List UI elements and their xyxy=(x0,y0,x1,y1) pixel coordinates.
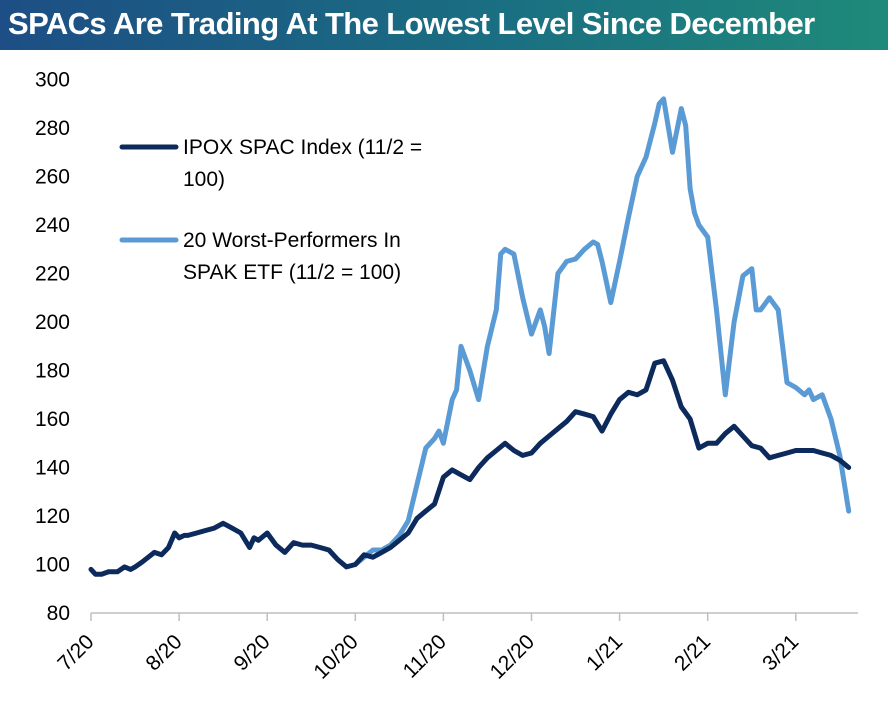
legend-label: SPAK ETF (11/2 = 100) xyxy=(183,261,401,284)
x-tick-label: 3/21 xyxy=(758,630,803,675)
chart-title: SPACs Are Trading At The Lowest Level Si… xyxy=(8,6,815,41)
chart-axes: 80 100 120 140 160 180 200 220 240 260 280 300 7/20 8… xyxy=(35,69,858,684)
y-tick-label: 80 xyxy=(47,602,70,625)
legend-label: 20 Worst-Performers In xyxy=(183,229,401,252)
x-tick-label: 11/20 xyxy=(399,630,451,682)
legend-label: 100) xyxy=(183,168,225,191)
y-tick-label: 300 xyxy=(35,69,70,92)
y-tick-label: 180 xyxy=(35,360,70,383)
y-tick-label: 220 xyxy=(35,263,70,286)
y-tick-label: 200 xyxy=(35,311,70,334)
x-tick-label: 10/20 xyxy=(309,630,362,683)
y-tick-label: 160 xyxy=(35,408,70,431)
legend-worst-performers: 20 Worst-Performers In SPAK ETF (11/2 = 1… xyxy=(119,229,401,284)
title-bar: SPACs Are Trading At The Lowest Level Si… xyxy=(0,0,888,50)
y-tick-label: 140 xyxy=(35,457,70,480)
y-tick-label: 100 xyxy=(35,554,70,577)
x-tick-label: 7/20 xyxy=(53,630,98,675)
ipox-spac-index-line xyxy=(88,358,852,577)
x-tick-label: 12/20 xyxy=(486,630,539,683)
x-tick-label: 2/21 xyxy=(670,630,715,675)
chart-series xyxy=(88,96,852,577)
y-tick-label: 120 xyxy=(35,505,70,528)
x-tick-label: 9/20 xyxy=(230,630,275,675)
y-tick-label: 240 xyxy=(35,214,70,237)
legend-label: IPOX SPAC Index (11/2 = xyxy=(183,136,422,159)
x-tick-label: 8/20 xyxy=(141,630,186,675)
y-tick-label: 260 xyxy=(35,166,70,189)
legend-ipox-spac-index: IPOX SPAC Index (11/2 = 100) xyxy=(119,136,422,191)
chart-legend: IPOX SPAC Index (11/2 = 100) 20 Worst-Perf… xyxy=(119,136,422,284)
worst-performers-line xyxy=(352,96,852,567)
x-tick-label: 1/21 xyxy=(582,630,627,675)
y-tick-label: 280 xyxy=(35,117,70,140)
